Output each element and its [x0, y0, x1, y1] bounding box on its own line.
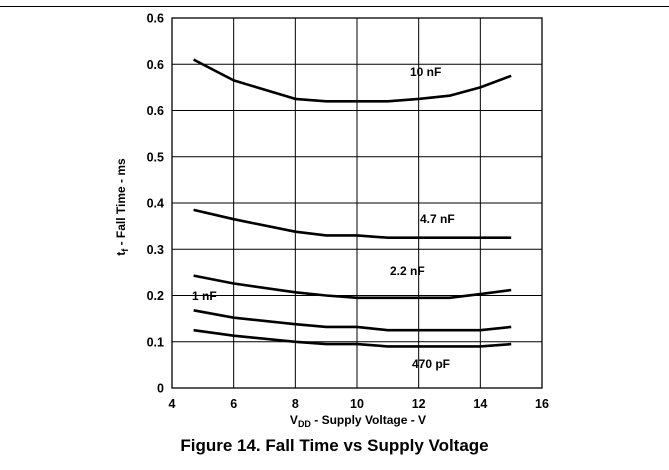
figure-caption: Figure 14. Fall Time vs Supply Voltage: [180, 436, 489, 455]
x-tick-label: 16: [535, 397, 549, 411]
x-axis-title: VDD - Supply Voltage - V: [290, 413, 426, 429]
series-labels: 10 nF 4.7 nF 2.2 nF 1 nF 470 pF: [192, 65, 455, 371]
y-tick-label: 0.3: [147, 243, 164, 257]
x-axis-title-sub: DD: [298, 419, 311, 429]
x-tick-labels: 4 6 8 10 12 14 16: [169, 397, 549, 411]
y-tick-label: 0.4: [147, 197, 164, 211]
grid: [172, 18, 542, 388]
series-line: [193, 309, 512, 332]
x-tick-label: 4: [169, 397, 176, 411]
y-tick-label: 0.5: [147, 150, 164, 164]
fall-time-chart: 4 6 8 10 12 14 16 0 0.1 0.2 0.3 0.4 0.5 0.6 0.6 0.6 10…: [114, 12, 549, 430]
series-label: 1 nF: [192, 289, 217, 303]
x-axis-title-rest: - Supply Voltage - V: [311, 413, 426, 427]
y-tick-label: 0.1: [147, 335, 164, 349]
x-axis-title-main: V: [290, 413, 298, 427]
y-tick-label: 0.6: [147, 12, 164, 26]
y-tick-label: 0.6: [147, 104, 164, 118]
y-tick-labels: 0 0.1 0.2 0.3 0.4 0.5 0.6 0.6 0.6: [147, 12, 164, 396]
series-label: 470 pF: [412, 357, 450, 371]
series-line: [193, 328, 512, 348]
y-tick-label: 0.2: [147, 289, 164, 303]
series-line: [193, 208, 512, 239]
x-tick-label: 10: [350, 397, 364, 411]
series-line: [193, 58, 512, 103]
plot-frame: [171, 17, 543, 389]
x-tick-label: 8: [292, 397, 299, 411]
series-label: 10 nF: [410, 65, 441, 79]
y-axis-title-sub: f: [120, 248, 130, 252]
x-tick-label: 12: [412, 397, 426, 411]
series-line: [193, 274, 512, 300]
y-tick-label: 0: [157, 382, 164, 396]
x-tick-label: 6: [230, 397, 237, 411]
series-lines: [193, 58, 512, 348]
series-label: 4.7 nF: [420, 212, 455, 226]
y-axis-title-rest: - Fall Time - ms: [114, 158, 128, 249]
y-tick-label: 0.6: [147, 58, 164, 72]
y-axis-title-main: t: [114, 252, 128, 256]
y-axis-title: tf - Fall Time - ms: [114, 158, 130, 256]
x-tick-label: 14: [473, 397, 487, 411]
top-rule: [0, 6, 669, 7]
series-label: 2.2 nF: [390, 264, 425, 278]
